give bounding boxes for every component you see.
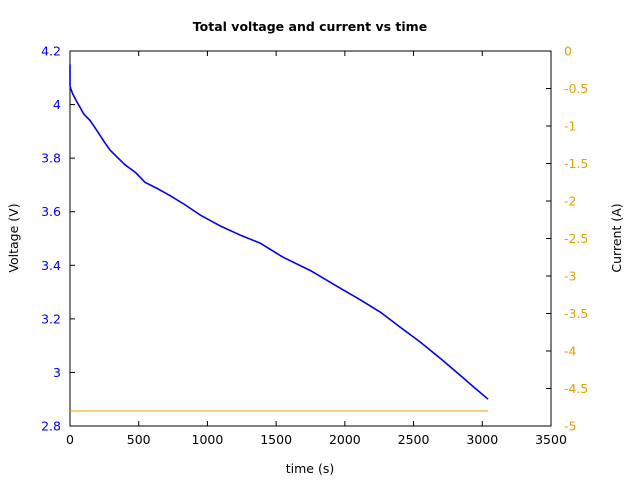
y-tick-label: 3 xyxy=(53,365,61,380)
y2-tick-label: -2 xyxy=(564,194,576,209)
y2-tick-label: -2.5 xyxy=(564,231,588,246)
x-tick-label: 1000 xyxy=(192,432,224,447)
y2-tick-label: -1.5 xyxy=(564,156,588,171)
voltage-line xyxy=(69,64,489,400)
x-tick-label: 2000 xyxy=(329,432,361,447)
x-tick-label: 2500 xyxy=(398,432,430,447)
x-tick-label: 3500 xyxy=(535,432,567,447)
y-axis-left: 2.8 3 3.2 3.4 3.6 3.8 4 4.2 xyxy=(41,44,75,434)
y-axis-right: -5 -4.5 -4 -3.5 -3 -2.5 -2 -1.5 -1 -0.5 0 xyxy=(546,44,588,434)
x-tick-label: 1500 xyxy=(260,432,292,447)
y2-tick-label: -4 xyxy=(564,344,577,359)
x-tick-label: 3000 xyxy=(466,432,498,447)
series-layer xyxy=(69,64,489,412)
y2-tick-label: -5 xyxy=(564,419,576,434)
y2-tick-label: -0.5 xyxy=(564,81,588,96)
x-tick-label: 0 xyxy=(66,432,74,447)
y2-tick-label: -3 xyxy=(564,269,576,284)
plot-area xyxy=(69,50,552,427)
y-tick-label: 4.2 xyxy=(41,44,61,59)
y-tick-label: 3.4 xyxy=(41,258,61,273)
y2-tick-label: -3.5 xyxy=(564,306,588,321)
y-axis-label: Voltage (V) xyxy=(6,203,21,272)
y-tick-label: 2.8 xyxy=(41,419,61,434)
x-tick-label: 500 xyxy=(127,432,151,447)
y-tick-label: 4 xyxy=(53,97,61,112)
y-tick-label: 3.8 xyxy=(41,151,61,166)
y2-tick-label: -1 xyxy=(564,119,576,134)
chart-title: Total voltage and current vs time xyxy=(193,19,427,34)
y-tick-label: 3.6 xyxy=(41,204,61,219)
y2-tick-label: -4.5 xyxy=(564,381,588,396)
y2-tick-label: 0 xyxy=(564,44,572,59)
y2-axis-label: Current (A) xyxy=(609,203,624,272)
x-axis: 0 500 1000 1500 2000 2500 3000 3500 xyxy=(66,51,567,447)
x-axis-label: time (s) xyxy=(286,461,334,476)
y-tick-label: 3.2 xyxy=(41,311,61,326)
